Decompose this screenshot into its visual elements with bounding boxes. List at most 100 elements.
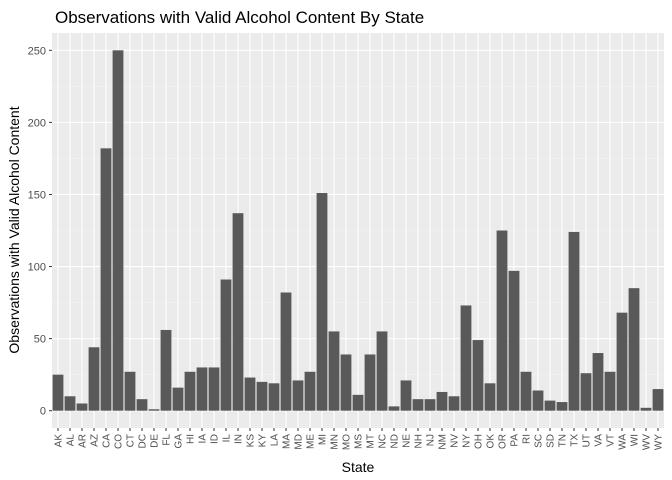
y-axis: 0 50 100 150 200 250 [28,45,52,418]
bar-nd [388,406,400,411]
bar-oh [472,340,484,411]
bar-az [88,347,100,411]
bar-ga [172,387,184,411]
chart-title: Observations with Valid Alcohol Content … [55,8,424,27]
bar-wi [628,288,640,411]
x-tick-label: ND [390,434,401,448]
bar-in [232,213,244,411]
x-axis-title: State [342,459,375,475]
x-tick-label: AK [54,434,65,448]
x-tick-label: NC [378,434,389,448]
x-tick-label: MO [342,434,353,450]
y-tick-label: 200 [28,117,46,129]
x-tick-label: GA [174,434,185,449]
bar-pa [508,270,520,411]
x-tick-label: TX [570,434,581,447]
x-tick-label: KS [246,434,257,448]
x-tick-label: OH [474,434,485,449]
bar-ny [460,305,472,411]
x-tick-label: WA [618,434,629,450]
x-tick-label: AL [66,434,77,447]
x-tick-label: NE [402,434,413,448]
x-tick-label: VT [606,434,617,447]
x-tick-label: MD [294,434,305,450]
x-tick-label: MA [282,434,293,449]
bar-mi [316,193,328,411]
bar-nh [412,399,424,411]
x-tick-label: SC [534,434,545,448]
y-tick-label: 100 [28,262,46,274]
x-tick-label: WY [654,434,665,450]
x-tick-label: MN [330,434,341,450]
x-tick-label: SD [546,434,557,448]
x-tick-label: DC [138,434,149,448]
bar-ct [124,371,136,411]
bar-ut [580,373,592,411]
bar-ri [520,371,532,411]
x-tick-label: AZ [90,434,101,447]
x-tick-label: NH [414,434,425,448]
bars [52,50,664,411]
bar-ak [52,374,64,411]
x-tick-label: WI [630,434,641,446]
bar-ia [196,367,208,411]
x-tick-label: DE [150,434,161,448]
bar-va [592,353,604,411]
x-tick-label: IA [198,434,209,444]
x-tick-label: LA [270,434,281,447]
bar-sd [544,400,556,411]
bar-dc [136,399,148,411]
x-tick-label: NJ [426,434,437,446]
x-tick-label: NY [462,434,473,448]
x-tick-label: VA [594,434,605,447]
x-tick-label: KY [258,434,269,448]
bar-mo [340,354,352,411]
x-tick-label: MI [318,434,329,445]
bar-ky [256,381,268,411]
y-tick-label: 0 [40,406,46,418]
x-tick-label: ME [306,434,317,449]
x-tick-label: OK [486,434,497,449]
x-tick-label: FL [162,434,173,446]
bar-ks [244,377,256,411]
x-tick-label: PA [510,434,521,447]
bar-me [304,371,316,411]
x-tick-label: NV [450,434,461,448]
bar-nc [376,331,388,411]
y-tick-label: 250 [28,45,46,57]
bar-id [208,367,220,411]
bar-mt [364,354,376,411]
bar-ca [100,148,112,411]
x-tick-label: MS [354,434,365,449]
x-tick-label: CO [114,434,125,449]
bar-mn [328,331,340,411]
x-axis: AK AL AR AZ CA CO CT DC DE FL GA HI IA ID IL IN KS KY LA MA… [54,428,665,450]
bar-ar [76,403,88,411]
bar-ok [484,383,496,411]
y-tick-label: 150 [28,189,46,201]
bar-nj [424,399,436,411]
bar-hi [184,371,196,411]
x-tick-label: WV [642,434,653,450]
bar-md [292,380,304,411]
bar-ms [352,394,364,411]
bar-wy [652,389,664,411]
x-tick-label: NM [438,434,449,450]
bar-tn [556,402,568,411]
y-axis-title: Observations with Valid Alcohol Content [6,106,22,353]
bar-wv [640,407,652,411]
bar-nv [448,396,460,411]
x-tick-label: MT [366,434,377,448]
bar-or [496,230,508,411]
bar-fl [160,329,172,411]
bar-al [64,396,76,411]
x-tick-label: ID [210,434,221,444]
x-tick-label: IL [222,434,233,443]
bar-tx [568,231,580,411]
x-tick-label: TN [558,434,569,447]
x-tick-label: UT [582,434,593,447]
bar-la [268,383,280,411]
x-tick-label: HI [186,434,197,444]
x-tick-label: CT [126,434,137,447]
